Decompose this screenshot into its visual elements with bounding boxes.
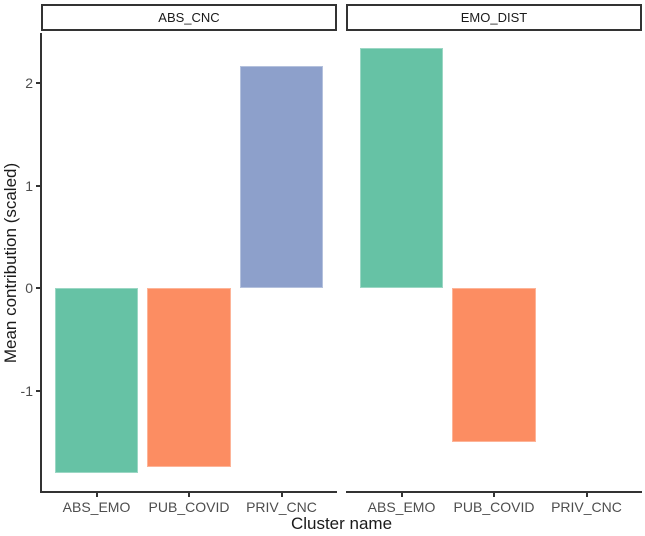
bar-emo_dist-pub_covid [452,288,536,442]
bar-emo_dist-abs_emo [359,48,444,289]
y-tick-label: 1 [25,177,33,194]
x-tick-label: ABS_EMO [367,499,436,515]
x-tick-mark [95,493,98,497]
bar-abs_cnc-abs_emo [54,288,139,473]
x-tick-mark [188,493,190,497]
facet-strip-emo_dist: EMO_DIST [346,4,642,31]
y-tick-label: -1 [20,382,33,399]
y-axis-line [40,33,42,493]
x-tick-label: PUB_COVID [148,499,230,515]
bar-abs_cnc-pub_covid [147,288,231,468]
y-tick-mark [36,184,40,187]
y-tick-mark [36,389,40,392]
x-tick-label: PUB_COVID [453,499,535,515]
x-tick-mark [400,493,403,497]
y-axis-title: Mean contribution (scaled) [1,162,20,364]
x-axis-line [41,491,337,493]
x-tick-mark [280,493,283,497]
x-axis-title: Cluster name [290,514,393,533]
y-tick-mark [36,287,40,290]
x-tick-mark [585,493,588,497]
y-tick-mark [36,82,40,85]
x-tick-label: ABS_EMO [62,499,131,515]
x-tick-label: PRIV_CNC [246,499,317,515]
y-tick-label: 2 [25,75,33,92]
x-axis-line [346,491,642,493]
y-tick-label: 0 [25,280,33,297]
x-tick-mark [493,493,495,497]
facet-strip-abs_cnc: ABS_CNC [41,4,337,31]
bar-abs_cnc-priv_cnc [239,65,324,289]
x-tick-label: PRIV_CNC [551,499,622,515]
